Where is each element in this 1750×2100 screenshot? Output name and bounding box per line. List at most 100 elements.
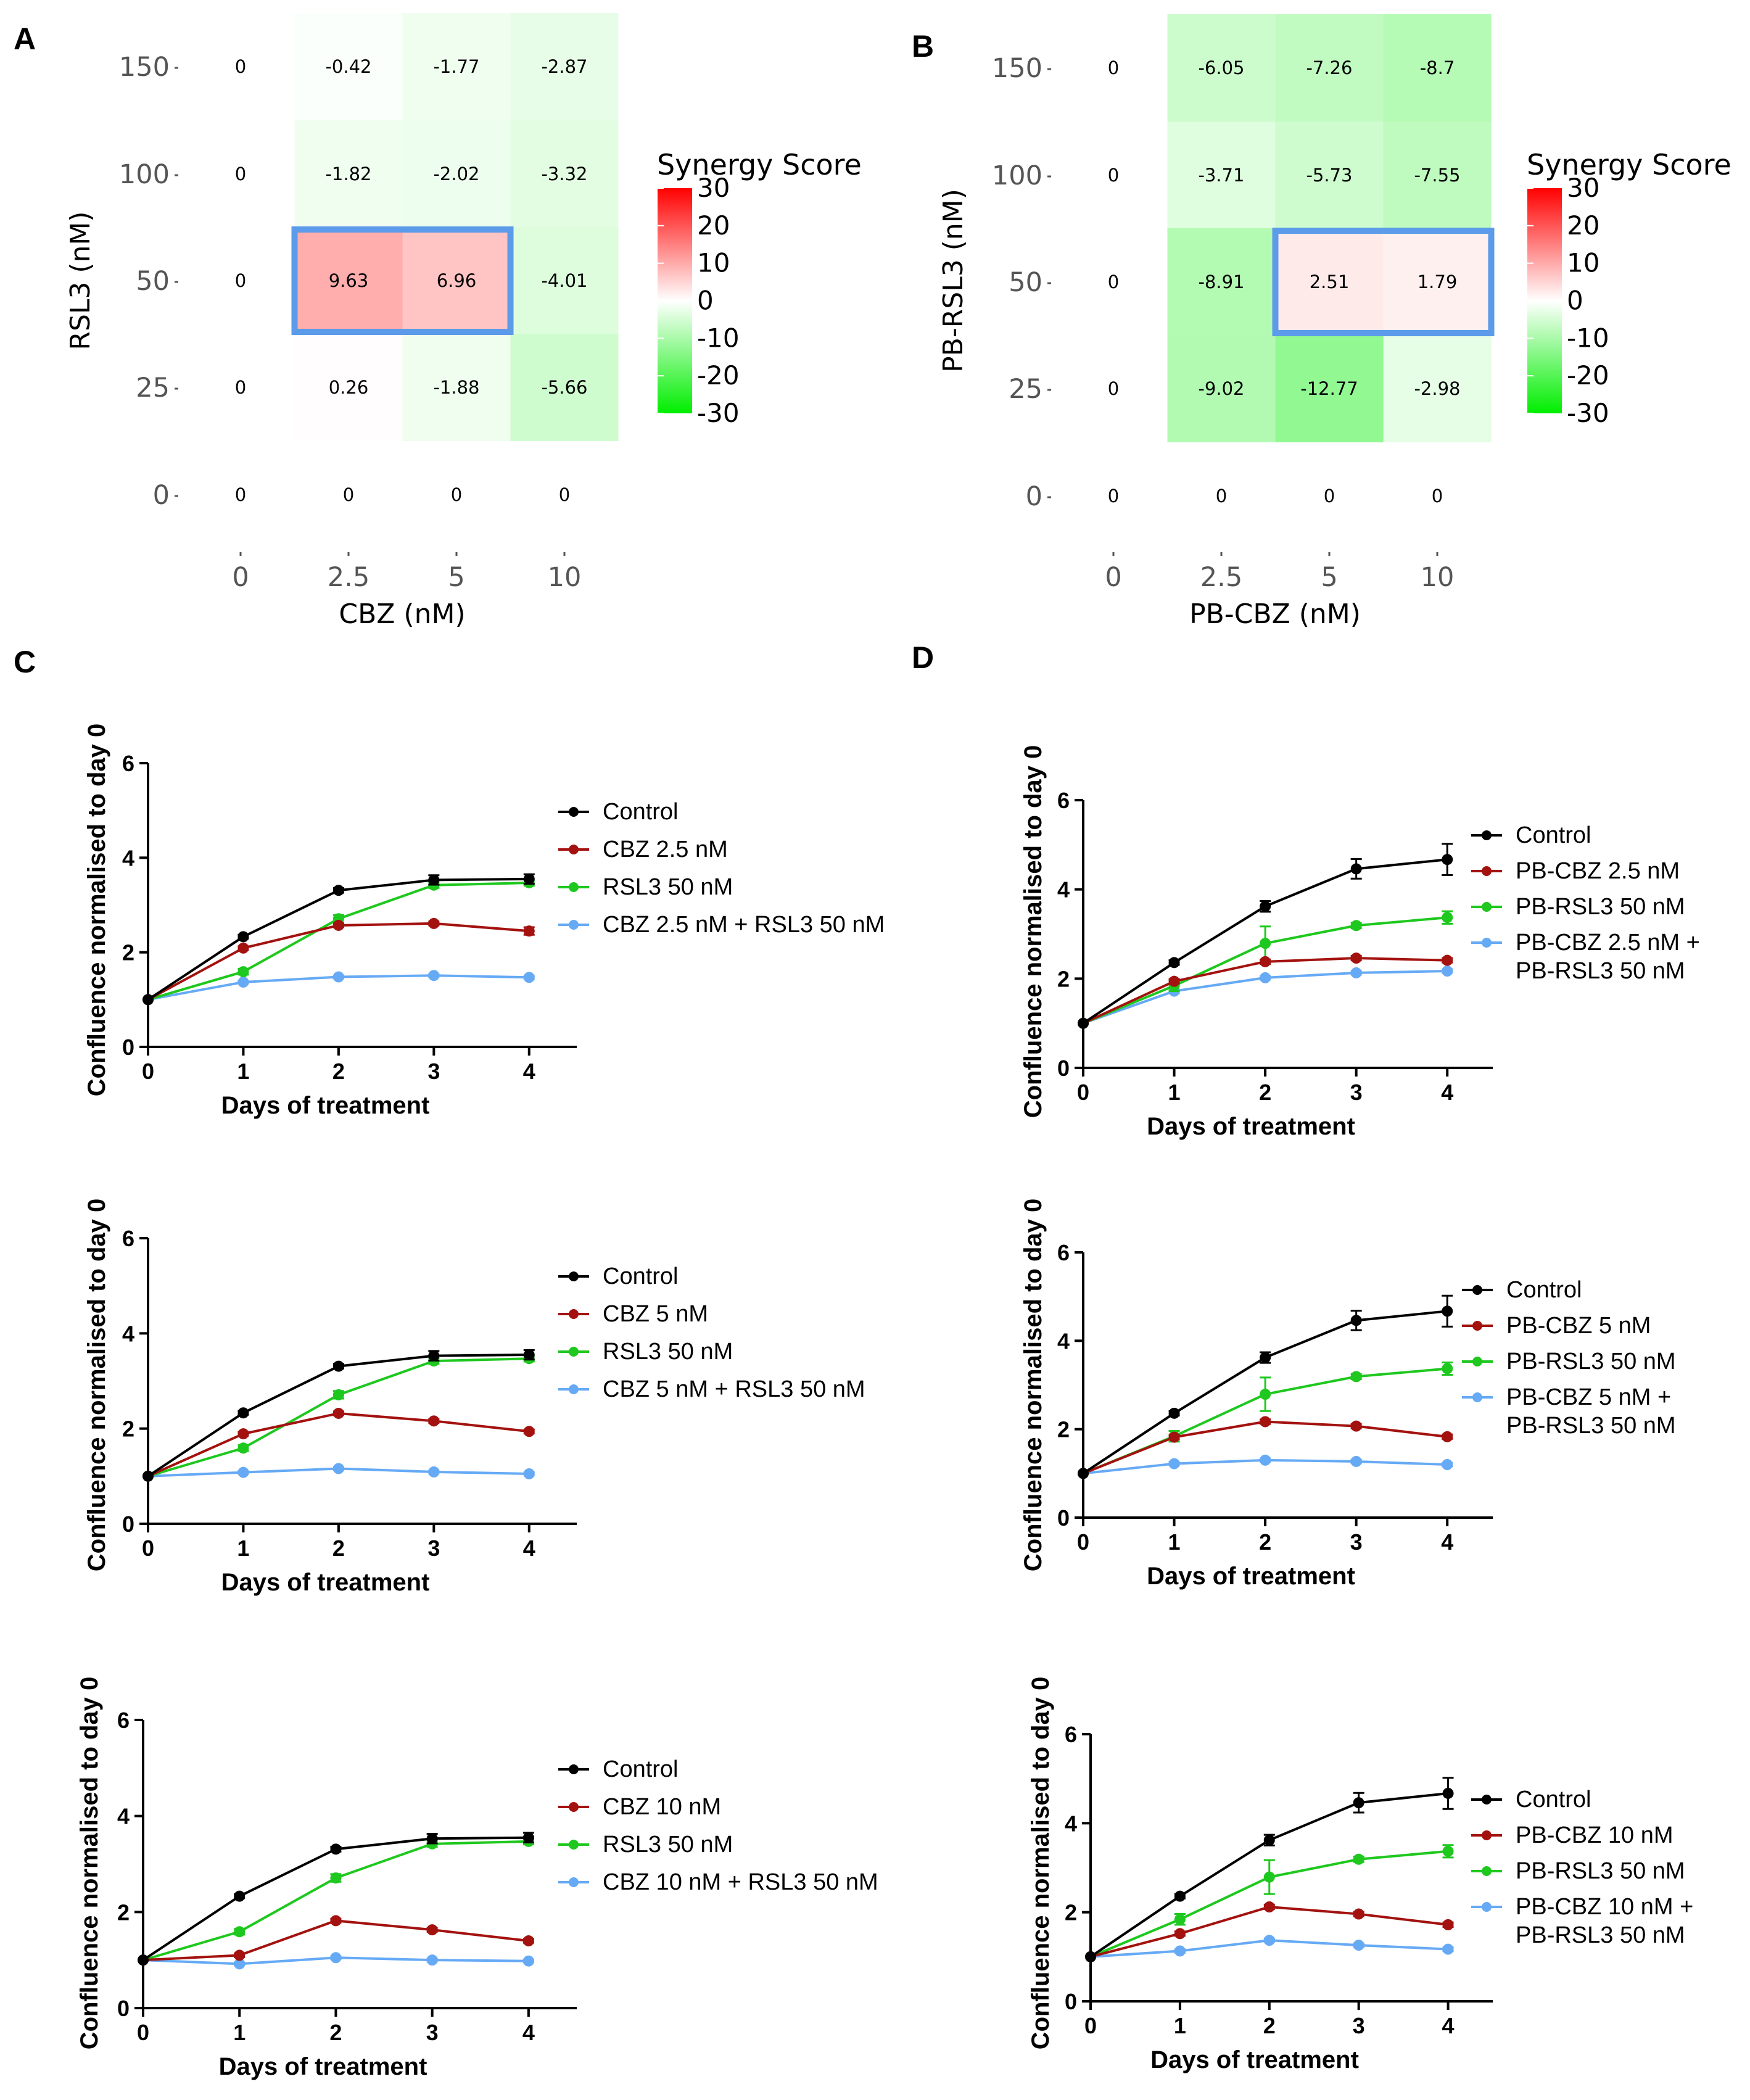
x-tick-label: 0 xyxy=(142,1059,154,1084)
x-tick-label: 0 xyxy=(137,2020,149,2045)
legend-label: PB-RSL3 50 nM xyxy=(1516,894,1685,920)
legend-label: CBZ 10 nM xyxy=(603,1794,721,1820)
y-tick-label: 0 xyxy=(122,1511,134,1537)
data-point xyxy=(1260,901,1271,912)
data-point xyxy=(237,1407,249,1419)
data-point xyxy=(1263,1935,1275,1946)
data-point xyxy=(142,994,154,1006)
heatmap-cell-label: -7.55 xyxy=(1414,165,1460,186)
heatmap-cell-label: -6.05 xyxy=(1198,57,1244,78)
legend-swatch-marker xyxy=(1472,1357,1482,1366)
x-axis-label: Days of treatment xyxy=(221,1569,430,1596)
legend-swatch-marker xyxy=(1482,1795,1492,1804)
x-tick-label: 0 xyxy=(1084,2013,1097,2038)
y-axis-label: RSL3 (nM) xyxy=(65,211,96,350)
y-tick-label: 100 xyxy=(119,159,170,190)
legend-label: CBZ 5 nM xyxy=(603,1301,708,1327)
series-line xyxy=(142,1840,529,1962)
data-point xyxy=(237,931,249,943)
data-point xyxy=(428,1466,440,1478)
data-point xyxy=(428,970,440,982)
x-tick-label: 0 xyxy=(142,1536,154,1561)
heatmap-cell-label: -1.88 xyxy=(433,377,479,398)
x-tick-label: 5 xyxy=(448,562,464,593)
heatmap-cell xyxy=(1167,14,1276,122)
legend-swatch-marker xyxy=(1482,1866,1492,1876)
x-tick-label: 2 xyxy=(332,1059,345,1084)
charts-layer: 0 -0.42 -1.77 -2.87 0 -1.82 -2.02 -3.32 0 9.63 6.9… xyxy=(65,13,1731,2080)
heatmap-cell-label: 0 xyxy=(235,270,246,291)
heatmap-cell-label: 0 xyxy=(1216,486,1227,506)
y-tick-label: 150 xyxy=(992,53,1042,84)
y-tick-label: 6 xyxy=(117,1708,130,1733)
legend-swatch-marker xyxy=(569,1840,579,1850)
series-line xyxy=(1083,957,1448,1025)
legend-swatch-marker xyxy=(1472,1392,1482,1402)
legend-label: RSL3 50 nM xyxy=(603,1339,733,1365)
legend-label: PB-CBZ 2.5 nM xyxy=(1516,858,1680,884)
legend-label: CBZ 2.5 nM + RSL3 50 nM xyxy=(603,912,885,938)
panel-letter-a: A xyxy=(14,22,36,56)
x-axis-label: Days of treatment xyxy=(219,2053,427,2080)
y-tick-label: 2 xyxy=(1065,1900,1077,1925)
panel-letter-b: B xyxy=(912,29,934,64)
legend-label: PB-CBZ 10 nM xyxy=(1516,1822,1674,1848)
line-chart-d1: 0 2 4 6 0 1 2 3 4 Days of treatment Confluence nor… xyxy=(1020,745,1700,1140)
data-point xyxy=(234,1949,246,1961)
legend-label: PB-RSL3 50 nM xyxy=(1506,1413,1676,1439)
heatmap-cell xyxy=(294,227,403,334)
x-axis-label: PB-CBZ (nM) xyxy=(1189,598,1361,630)
heatmap-cell-label: -1.77 xyxy=(433,56,479,77)
x-tick-label: 4 xyxy=(523,1536,535,1561)
data-point xyxy=(1263,1901,1275,1913)
data-point xyxy=(428,917,440,929)
heatmap-a: 0 -0.42 -1.77 -2.87 0 -1.82 -2.02 -3.32 0 9.63 6.9… xyxy=(65,13,862,630)
legend-label: PB-CBZ 5 nM xyxy=(1506,1313,1651,1339)
y-axis-label: Confluence normalised to day 0 xyxy=(83,724,110,1097)
x-tick-label: 2.5 xyxy=(1200,562,1242,593)
x-axis-label: Days of treatment xyxy=(1150,2046,1359,2073)
colorbar-tick-label: -30 xyxy=(697,398,740,428)
y-axis-label: Confluence normalised to day 0 xyxy=(1020,1199,1047,1572)
heatmap-cell xyxy=(1383,335,1492,442)
y-tick-label: 4 xyxy=(1057,1328,1070,1354)
y-tick-label: 25 xyxy=(1009,374,1042,405)
legend-swatch-marker xyxy=(569,1271,579,1281)
x-tick-label: 2 xyxy=(1259,1080,1271,1105)
legend-label: RSL3 50 nM xyxy=(603,1832,733,1858)
data-point xyxy=(1442,1431,1453,1442)
x-tick-label: 1 xyxy=(237,1059,249,1084)
y-tick-label: 0 xyxy=(153,480,170,511)
heatmap-cell-label: 0 xyxy=(1108,57,1119,78)
colorbar-title: Synergy Score xyxy=(1527,148,1731,181)
y-tick-label: 6 xyxy=(122,1226,134,1251)
data-point xyxy=(1174,1890,1186,1902)
colorbar-title: Synergy Score xyxy=(657,148,862,181)
colorbar-tick-label: 0 xyxy=(697,286,714,316)
x-tick-label: 2 xyxy=(332,1536,345,1561)
y-tick-label: 0 xyxy=(117,1996,130,2021)
heatmap-cell-label: -8.7 xyxy=(1420,57,1455,78)
data-point xyxy=(426,1833,438,1845)
y-axis-label: PB-RSL3 (nM) xyxy=(938,189,969,373)
data-point xyxy=(428,874,440,886)
data-point xyxy=(523,972,535,983)
y-tick-label: 6 xyxy=(122,751,134,776)
legend-swatch-marker xyxy=(569,1764,579,1774)
colorbar-tick-label: 30 xyxy=(1567,173,1599,203)
data-point xyxy=(237,1466,249,1478)
x-tick-label: 4 xyxy=(1442,2013,1455,2038)
y-tick-label: 50 xyxy=(136,266,170,297)
data-point xyxy=(332,919,344,931)
colorbar-tick-label: 10 xyxy=(697,248,730,278)
data-point xyxy=(1350,1420,1362,1432)
series-line xyxy=(1090,1905,1448,1958)
heatmap-cell xyxy=(294,120,403,228)
heatmap-cell xyxy=(402,227,511,334)
data-point xyxy=(1350,1371,1362,1383)
y-tick-label: 4 xyxy=(117,1804,130,1829)
legend-swatch-marker xyxy=(569,920,579,930)
heatmap-cell xyxy=(1383,122,1492,229)
data-point xyxy=(234,1890,246,1902)
legend-swatch-marker xyxy=(569,807,579,817)
